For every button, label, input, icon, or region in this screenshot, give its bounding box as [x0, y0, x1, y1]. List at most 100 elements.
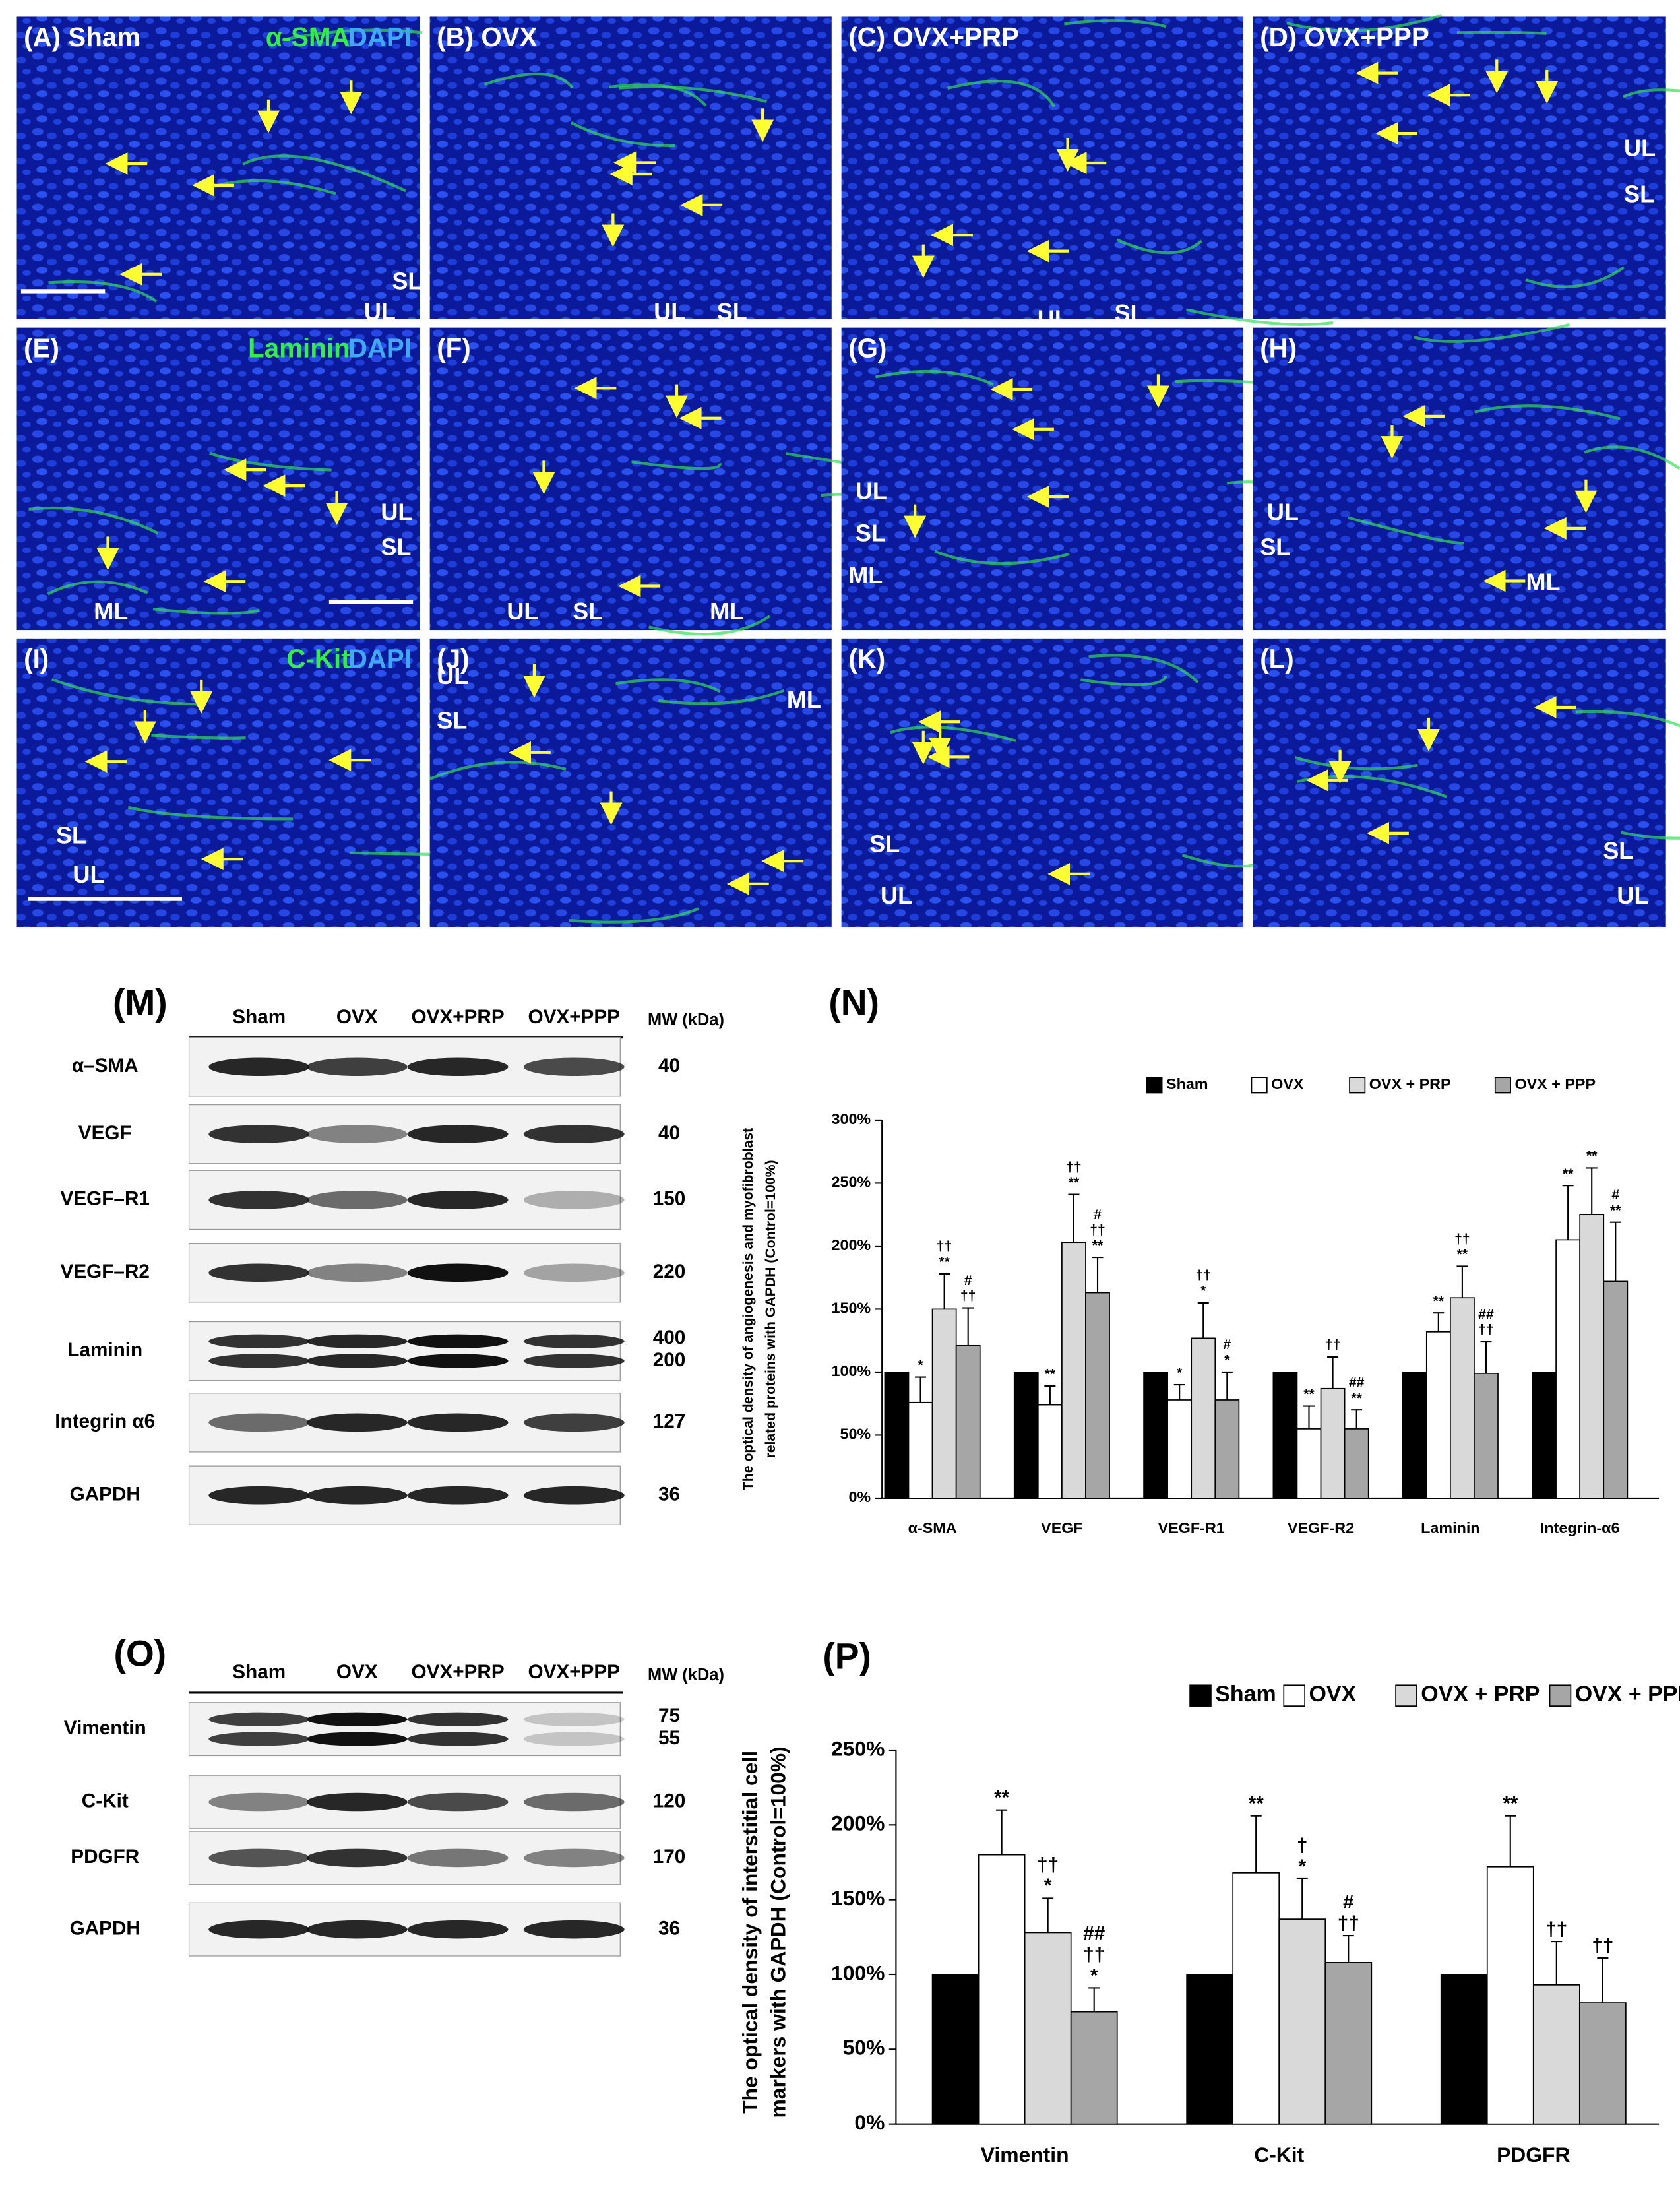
significance-mark: **: [1249, 1793, 1264, 1815]
bar: [1232, 1872, 1280, 2125]
region-label: ML: [710, 598, 744, 625]
x-tick-label: PDGFR: [1497, 2143, 1570, 2166]
error-bar: [1433, 1312, 1445, 1332]
legend-label: OVX: [1309, 1682, 1356, 1707]
error-bar: [1092, 1257, 1104, 1293]
significance-mark: **: [939, 1255, 950, 1270]
bar: [978, 1854, 1026, 2125]
legend-label: Sham: [1166, 1075, 1208, 1092]
significance-mark: #: [1094, 1207, 1102, 1222]
significance-mark: **: [1503, 1793, 1518, 1815]
region-label: UL: [364, 298, 396, 325]
blot-band: [306, 1712, 408, 1726]
blot-band: [208, 1732, 310, 1746]
bar: [1143, 1372, 1168, 1499]
error-bar: [1351, 1409, 1363, 1429]
error-bar: [1303, 1405, 1315, 1429]
legend-swatch: [1494, 1077, 1511, 1094]
x-tick-label: VEGF-R1: [1158, 1519, 1225, 1536]
y-tick-label: 0%: [848, 1488, 871, 1505]
blot-band: [208, 1057, 310, 1077]
blot-band: [208, 1712, 310, 1726]
region-label: SL: [56, 822, 86, 849]
panel-label: (C) OVX+PRP: [848, 22, 1019, 52]
tissue-signal: [1525, 266, 1625, 288]
x-tick-label: VEGF: [1041, 1519, 1083, 1536]
error-bar: [996, 1809, 1008, 1855]
bar: [1402, 1372, 1427, 1499]
error-bar: [1088, 1987, 1100, 2012]
panel-label: (F): [437, 332, 470, 363]
micrograph: [16, 638, 420, 928]
blot-band: [523, 1792, 625, 1812]
significance-mark: **: [994, 1787, 1010, 1809]
blot-band: [523, 1920, 625, 1939]
bar: [931, 1974, 980, 2125]
tissue-signal: [28, 506, 159, 535]
protein-label: α–SMA: [72, 1055, 139, 1077]
bar: [1278, 1918, 1326, 2125]
blot-band: [306, 1334, 408, 1348]
tissue-signal: [631, 460, 722, 470]
blot-band: [208, 1125, 310, 1143]
blot-band: [306, 1413, 408, 1432]
significance-mark: #: [1343, 1891, 1354, 1913]
error-bar: [1068, 1193, 1080, 1243]
blot-band: [208, 1920, 310, 1939]
mw-label: 40: [658, 1055, 680, 1077]
protein-label: PDGFR: [71, 1846, 139, 1868]
stain-label: DAPI: [348, 643, 412, 674]
tissue-signal: [658, 689, 785, 705]
micrograph: [1253, 638, 1666, 928]
legend-swatch: [1395, 1684, 1417, 1707]
tissue-signal: [648, 615, 771, 636]
bar: [884, 1372, 910, 1499]
stain-label: C-Kit: [286, 643, 350, 674]
significance-mark: ††: [1338, 1912, 1359, 1934]
bar: [1450, 1297, 1475, 1499]
stain-label: DAPI: [348, 332, 412, 363]
significance-mark: **: [1092, 1238, 1104, 1253]
mw-label: 75: [658, 1705, 680, 1726]
y-tick-label: 50%: [843, 2036, 885, 2060]
bar: [1474, 1372, 1499, 1499]
significance-mark: **: [1433, 1294, 1445, 1309]
error-bar: [1505, 1815, 1516, 1867]
tissue-signal: [242, 154, 406, 193]
tissue-signal: [1186, 308, 1334, 326]
error-bar: [1551, 1941, 1563, 1985]
significance-mark: ##: [1083, 1923, 1105, 1945]
significance-mark: ††: [1066, 1160, 1082, 1175]
blot-band: [306, 1792, 408, 1812]
chart-panel-label: (N): [828, 982, 879, 1023]
significance-mark: **: [1457, 1247, 1468, 1262]
region-label: SL: [392, 267, 422, 294]
y-axis-label: The optical density of angiogenesis and …: [741, 1128, 756, 1490]
protein-label: GAPDH: [70, 1917, 140, 1939]
mw-label: 200: [653, 1349, 686, 1371]
region-label: UL: [881, 882, 912, 909]
blot-panel-label: (O): [113, 1633, 166, 1674]
mw-label: 120: [653, 1790, 686, 1812]
blot-band: [407, 1354, 509, 1368]
y-tick-label: 300%: [832, 1110, 871, 1127]
blot-band: [407, 1486, 509, 1505]
protein-label: VEGF: [78, 1122, 132, 1144]
tissue-signal: [619, 85, 767, 104]
lane-label: OVX+PPP: [528, 1661, 620, 1683]
significance-mark: *: [1177, 1366, 1183, 1381]
significance-mark: *: [1298, 1856, 1306, 1877]
tissue-signal: [48, 280, 158, 303]
mw-header: MW (kDa): [648, 1666, 724, 1684]
blot-band: [306, 1920, 408, 1939]
significance-mark: ††: [1545, 1918, 1567, 1940]
tissue-signal: [947, 80, 1056, 108]
region-label: ML: [1526, 569, 1560, 596]
significance-mark: ††: [1592, 1935, 1613, 1957]
tissue-signal: [1414, 323, 1571, 343]
significance-mark: **: [1586, 1149, 1598, 1164]
legend-swatch: [1349, 1077, 1366, 1094]
significance-mark: *: [1200, 1284, 1206, 1299]
region-label: SL: [573, 598, 603, 625]
significance-mark: †: [1297, 1835, 1308, 1856]
